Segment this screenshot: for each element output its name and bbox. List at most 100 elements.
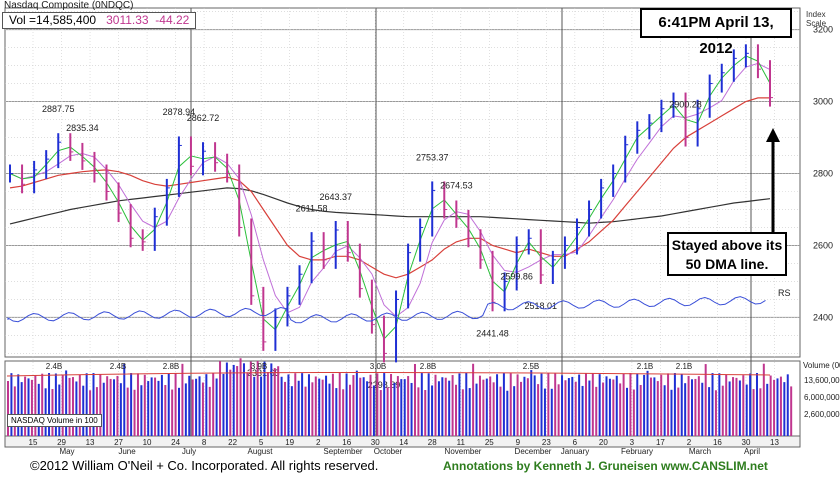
volume-bar [225,362,228,436]
volume-bar [779,376,782,436]
volume-bar [755,373,758,436]
volume-bar [718,373,721,436]
volume-bar [677,387,680,436]
volume-bar [17,374,20,436]
volume-bar [694,378,697,436]
volume-bar [188,375,191,436]
x-tick-label: 19 [285,438,294,447]
volume-bar [417,387,420,436]
volume-bar [574,381,577,436]
annotation-arrow-head [766,128,780,142]
volume-bar [714,390,717,436]
x-tick-label: 3 [630,438,635,447]
volume-bar [191,379,194,436]
volume-bar [7,381,9,436]
volume-bar [649,377,652,436]
volume-bar [95,387,98,436]
volume-bar [89,390,92,436]
volume-bar [201,382,204,436]
volume-bar [301,373,304,436]
volume-bar [738,380,741,436]
volume-bar [71,377,74,436]
volume-bar [441,377,444,436]
month-label: February [621,447,653,456]
volume-bar [369,374,372,436]
volume-bar [407,376,410,436]
volume-bar [99,374,102,436]
x-tick-label: 13 [86,438,95,447]
volume-bar [410,382,413,436]
volume-bar [54,373,57,436]
volume-bar [554,373,557,436]
timestamp-box: 6:41PM April 13, 2012 [640,8,792,57]
volume-bar [537,384,540,436]
month-label: October [374,447,403,456]
volume-bar [328,383,331,436]
volume-bar [660,374,663,436]
volume-tick-label: 13,600,000 [804,376,840,385]
month-label: November [445,447,482,456]
volume-bar [273,368,276,436]
volume-bar [499,386,502,436]
volume-bar [602,382,605,436]
month-label: March [689,447,711,456]
volume-bar [567,378,570,436]
volume-bar [420,373,423,436]
x-tick-label: 27 [114,438,123,447]
index-label: Index [806,10,826,19]
volume-bar [236,366,239,436]
volume-bar [489,376,492,436]
volume-bar [195,378,198,436]
volume-bar [280,376,283,436]
volume-bar [260,376,263,436]
volume-peak-label: 2.1B [637,362,653,371]
volume-bar [78,374,81,436]
volume-bar [242,363,245,436]
volume-bar [102,382,105,436]
volume-bar [509,373,512,436]
volume-bar [338,373,341,436]
volume-bar [359,377,362,436]
volume-bar [239,358,242,436]
volume-bar [37,383,40,436]
volume-bar [147,381,150,436]
volume-bar [636,373,639,436]
volume-bar [581,385,584,436]
volume-bar [321,379,324,436]
volume-bar [106,376,109,436]
volume-bar [742,375,745,436]
volume-peak-label: 2.4B [46,362,62,371]
volume-bar [294,373,297,436]
month-label: May [59,447,74,456]
volume-bar [75,381,78,436]
change-readout: -44.22 [155,13,190,27]
volume-bar [704,364,707,436]
month-label: January [561,447,589,456]
volume-bar [595,386,598,436]
ma10-line [9,55,771,340]
price-annotation: 2887.75 [42,104,75,114]
volume-bar [653,377,656,436]
volume-bar [475,383,478,436]
volume-bar [130,373,133,436]
volume-bar [229,369,232,436]
volume-bar [701,382,704,436]
volume-bar [667,373,670,436]
month-label: June [118,447,136,456]
volume-bar [290,386,293,436]
volume-bar [776,378,779,436]
ma20-line [9,62,771,318]
volume-bar [732,377,735,436]
volume-bar [266,372,269,436]
volume-bar [208,386,211,436]
y-tick-label: 3200 [813,25,833,35]
volume-bar [143,374,146,436]
volume-bar [697,376,700,436]
ma200-line [9,187,771,225]
volume-bar [34,375,37,436]
annotation-box: Stayed above its 50 DMA line. [667,232,787,276]
volume-bar [465,373,468,436]
volume-tick-label: 2,600,000 [804,410,840,419]
volume-bar [205,374,208,436]
volume-bar [13,386,16,436]
